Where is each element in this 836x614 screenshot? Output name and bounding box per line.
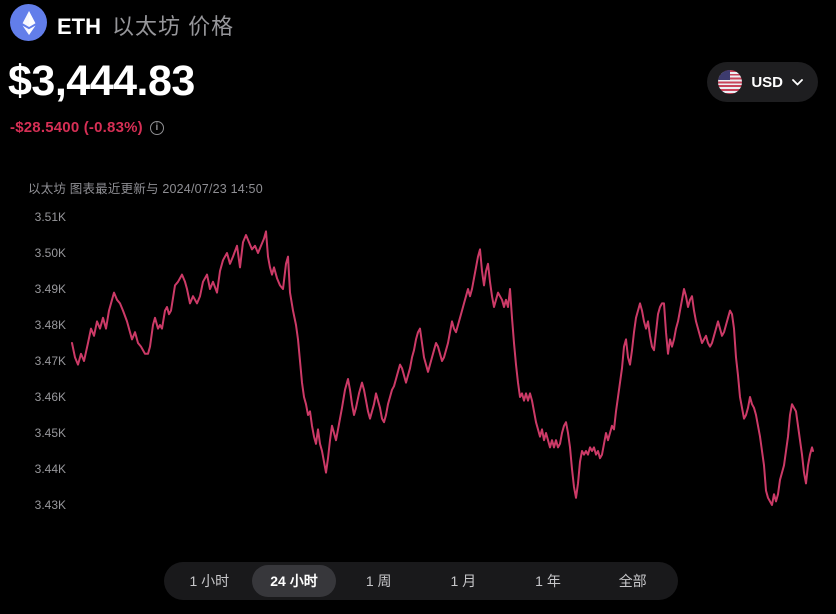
tab-24h[interactable]: 24 小时 bbox=[251, 565, 337, 597]
coin-symbol: ETH bbox=[57, 14, 101, 39]
ethereum-icon bbox=[10, 4, 47, 41]
tab-all[interactable]: 全部 bbox=[590, 565, 675, 597]
currency-selector[interactable]: USD bbox=[707, 62, 818, 102]
tab-1w[interactable]: 1 周 bbox=[336, 565, 421, 597]
y-axis-label: 3.49K bbox=[34, 282, 66, 296]
us-flag-icon bbox=[718, 70, 743, 94]
page-title: ETH 以太坊 价格 bbox=[57, 9, 234, 41]
currency-label: USD bbox=[751, 73, 783, 91]
y-axis-label: 3.46K bbox=[34, 390, 66, 404]
chevron-down-icon bbox=[792, 78, 803, 85]
y-axis-label: 3.48K bbox=[34, 318, 66, 332]
y-axis-label: 3.50K bbox=[34, 246, 66, 260]
chart-last-updated: 以太坊 图表最近更新与 2024/07/23 14:50 bbox=[28, 182, 263, 196]
tab-1m[interactable]: 1 月 bbox=[421, 565, 506, 597]
info-icon[interactable] bbox=[149, 120, 164, 135]
y-axis-label: 3.51K bbox=[34, 210, 66, 224]
current-price: $3,444.83 bbox=[8, 57, 195, 105]
y-axis-label: 3.45K bbox=[34, 426, 66, 440]
y-axis-label: 3.47K bbox=[34, 354, 66, 368]
price-change-row: -$28.5400 (-0.83%) bbox=[10, 119, 164, 136]
y-axis-label: 3.44K bbox=[34, 462, 66, 476]
tab-1y[interactable]: 1 年 bbox=[506, 565, 591, 597]
y-axis-label: 3.43K bbox=[34, 498, 66, 512]
coin-name-cn: 以太坊 价格 bbox=[112, 14, 235, 39]
price-change: -$28.5400 (-0.83%) bbox=[10, 119, 143, 136]
tab-1h[interactable]: 1 小时 bbox=[167, 565, 252, 597]
price-line bbox=[71, 230, 814, 506]
